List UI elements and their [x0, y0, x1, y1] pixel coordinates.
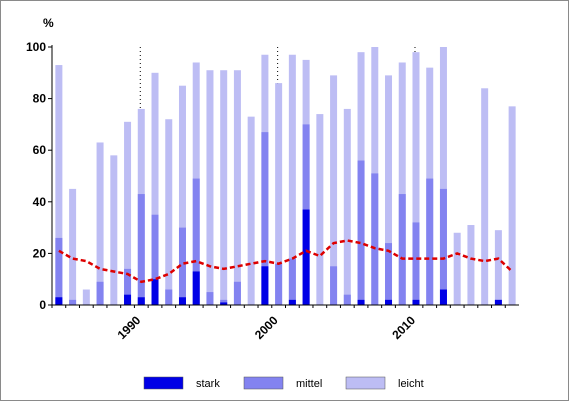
bar-mittel-1991	[151, 214, 159, 305]
bar-mittel-1993	[178, 227, 186, 305]
bar-stark-2016	[494, 299, 502, 305]
bar-stark-1999	[261, 266, 269, 305]
bar-mittel-1990	[137, 194, 145, 305]
bar-mittel-2001	[288, 258, 296, 305]
legend-label-mittel: mittel	[296, 378, 322, 390]
bar-mittel-1995	[206, 292, 214, 305]
bar-stark-1991	[151, 279, 159, 305]
x-tick-label-2000: 2000	[252, 313, 281, 342]
bar-mittel-2008	[385, 243, 393, 305]
bar-leicht-1984	[55, 65, 63, 305]
bar-leicht-1997	[233, 70, 241, 305]
y-axis-label: %	[43, 16, 54, 30]
y-tick-label-20: 20	[33, 246, 47, 260]
bar-mittel-1989	[124, 268, 132, 305]
bar-stark-2008	[385, 299, 393, 305]
bar-leicht-2012	[439, 47, 447, 305]
bar-mittel-1997	[233, 281, 241, 305]
bar-leicht-1995	[206, 70, 214, 305]
bar-mittel-2006	[357, 160, 365, 305]
bar-stark-1989	[124, 294, 132, 305]
bar-stark-2010	[412, 299, 420, 305]
bar-leicht-1992	[165, 119, 173, 306]
bar-stark-2001	[288, 299, 296, 305]
bar-leicht-2008	[385, 75, 393, 305]
x-tick-label-1990: 1990	[115, 313, 144, 342]
trend-group	[58, 239, 513, 284]
bar-leicht-2017	[508, 106, 516, 305]
y-tick-label-40: 40	[33, 195, 47, 209]
legend-label-stark: stark	[196, 378, 220, 390]
bar-leicht-1988	[110, 155, 118, 305]
bar-mittel-1992	[165, 289, 173, 305]
bar-mittel-2009	[398, 194, 406, 305]
bars-group	[55, 47, 516, 306]
bar-mittel-1994	[192, 178, 200, 305]
y-tick-label-80: 80	[33, 92, 47, 106]
bar-mittel-2004	[330, 266, 338, 305]
y-tick-label-0: 0	[39, 298, 46, 312]
legend-swatch-leicht	[345, 376, 386, 390]
bar-stark-1996	[220, 302, 228, 305]
x-tick-label-2010: 2010	[389, 313, 418, 342]
bar-leicht-1991	[151, 72, 159, 305]
legend-swatch-mittel	[243, 376, 284, 390]
bar-leicht-1987	[96, 142, 104, 305]
bar-stark-2012	[439, 289, 447, 305]
legend-label-leicht: leicht	[398, 378, 424, 390]
bar-mittel-2000	[275, 263, 283, 305]
bar-stark-1993	[178, 297, 186, 305]
bar-mittel-1999	[261, 132, 269, 305]
bar-leicht-2005	[343, 108, 351, 305]
bar-leicht-1989	[124, 121, 132, 305]
bar-leicht-1996	[220, 70, 228, 305]
bar-leicht-2014	[467, 225, 475, 305]
bar-leicht-2003	[316, 114, 324, 305]
bar-leicht-2001	[288, 54, 296, 305]
bar-mittel-2005	[343, 294, 351, 305]
bar-stark-2006	[357, 299, 365, 305]
bar-mittel-1996	[220, 299, 228, 305]
bar-leicht-1993	[178, 85, 186, 305]
bar-leicht-2016	[494, 230, 502, 305]
legend: stark mittel leicht	[143, 376, 424, 390]
bar-mittel-2007	[371, 173, 379, 305]
bar-leicht-1985	[69, 188, 77, 305]
bar-stark-1990	[137, 297, 145, 305]
bar-mittel-2011	[426, 178, 434, 305]
y-tick-label-100: 100	[26, 40, 46, 54]
bar-leicht-2004	[330, 75, 338, 305]
bar-leicht-1986	[82, 289, 90, 305]
y-tick-label-60: 60	[33, 143, 47, 157]
bar-mittel-1987	[96, 281, 104, 305]
bar-stark-1984	[55, 297, 63, 305]
bar-leicht-2015	[481, 88, 489, 305]
bar-leicht-1998	[247, 116, 255, 305]
bar-stark-2002	[302, 209, 310, 305]
bar-leicht-2009	[398, 62, 406, 306]
bar-mittel-2010	[412, 222, 420, 305]
axes-group: 0 20 40 60 80 100 1990 2000 2010	[26, 40, 519, 342]
bar-leicht-2013	[453, 232, 461, 305]
bar-mittel-2012	[439, 188, 447, 305]
bar-mittel-1984	[55, 237, 63, 305]
bar-stark-1994	[192, 271, 200, 305]
bar-leicht-2010	[412, 52, 420, 305]
bar-leicht-2000	[275, 83, 283, 306]
trend-line	[58, 239, 513, 284]
bar-mittel-1985	[69, 299, 77, 305]
legend-swatch-stark	[143, 376, 184, 390]
